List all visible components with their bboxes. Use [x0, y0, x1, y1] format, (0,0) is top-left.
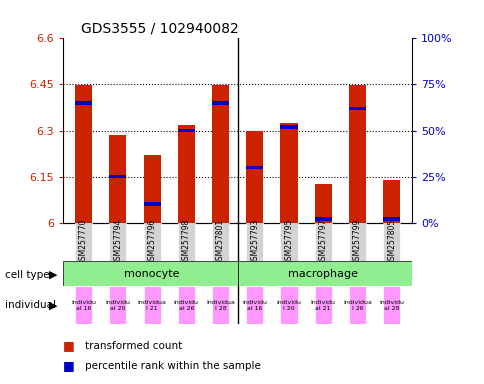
- Bar: [143, 202, 160, 206]
- FancyBboxPatch shape: [143, 286, 160, 324]
- Text: individua
l 28: individua l 28: [206, 300, 234, 311]
- FancyBboxPatch shape: [348, 286, 365, 324]
- Text: GDS3555 / 102940082: GDS3555 / 102940082: [80, 22, 238, 36]
- Bar: [246, 131, 263, 223]
- FancyBboxPatch shape: [109, 286, 126, 324]
- Text: cell type: cell type: [5, 270, 49, 280]
- Text: monocyte: monocyte: [124, 268, 180, 279]
- FancyBboxPatch shape: [314, 223, 331, 261]
- Text: GSM257805: GSM257805: [386, 219, 395, 265]
- FancyBboxPatch shape: [237, 261, 411, 286]
- Text: GSM257797: GSM257797: [318, 219, 327, 265]
- Text: individual: individual: [5, 300, 56, 310]
- Text: GSM257770: GSM257770: [79, 219, 88, 265]
- FancyBboxPatch shape: [382, 286, 399, 324]
- Bar: [143, 154, 160, 223]
- FancyBboxPatch shape: [212, 286, 228, 324]
- FancyBboxPatch shape: [382, 223, 399, 261]
- Bar: [177, 129, 195, 132]
- FancyBboxPatch shape: [246, 223, 263, 261]
- Bar: [382, 180, 399, 223]
- Text: individu
l 20: individu l 20: [276, 300, 301, 311]
- Text: ▶: ▶: [48, 300, 57, 310]
- Bar: [348, 107, 365, 110]
- Text: ■: ■: [63, 359, 75, 372]
- Text: individua
l 26: individua l 26: [342, 300, 371, 311]
- Bar: [314, 184, 331, 223]
- FancyBboxPatch shape: [314, 286, 331, 324]
- Text: GSM257794: GSM257794: [113, 219, 122, 265]
- Bar: [212, 85, 228, 223]
- Text: individu
al 16: individu al 16: [242, 300, 267, 311]
- FancyBboxPatch shape: [75, 286, 92, 324]
- Text: macrophage: macrophage: [287, 268, 358, 279]
- Bar: [246, 166, 263, 169]
- FancyBboxPatch shape: [280, 286, 297, 324]
- Text: transformed count: transformed count: [85, 341, 182, 351]
- Text: ▶: ▶: [48, 270, 57, 280]
- Text: GSM257798: GSM257798: [182, 219, 190, 265]
- Bar: [109, 135, 126, 223]
- Bar: [280, 125, 297, 129]
- Text: GSM257799: GSM257799: [352, 219, 361, 265]
- Bar: [382, 217, 399, 221]
- Text: GSM257796: GSM257796: [147, 219, 156, 265]
- FancyBboxPatch shape: [177, 286, 195, 324]
- Text: GSM257795: GSM257795: [284, 219, 293, 265]
- Text: individu
al 28: individu al 28: [378, 300, 403, 311]
- FancyBboxPatch shape: [280, 223, 297, 261]
- Text: individu
al 26: individu al 26: [173, 300, 198, 311]
- Text: GSM257801: GSM257801: [215, 219, 225, 265]
- FancyBboxPatch shape: [143, 223, 160, 261]
- FancyBboxPatch shape: [75, 223, 92, 261]
- Bar: [212, 101, 228, 105]
- FancyBboxPatch shape: [246, 286, 263, 324]
- FancyBboxPatch shape: [63, 261, 237, 286]
- Text: ■: ■: [63, 339, 75, 353]
- Text: GSM257793: GSM257793: [250, 219, 259, 265]
- FancyBboxPatch shape: [109, 223, 126, 261]
- FancyBboxPatch shape: [212, 223, 228, 261]
- Bar: [314, 217, 331, 221]
- Text: individu
al 21: individu al 21: [310, 300, 335, 311]
- Bar: [348, 85, 365, 223]
- Bar: [109, 175, 126, 179]
- Text: individua
l 21: individua l 21: [137, 300, 166, 311]
- Text: percentile rank within the sample: percentile rank within the sample: [85, 361, 260, 371]
- Bar: [177, 125, 195, 223]
- Bar: [280, 123, 297, 223]
- Text: individu
al 20: individu al 20: [105, 300, 130, 311]
- Text: individu
al 16: individu al 16: [71, 300, 96, 311]
- Bar: [75, 85, 92, 223]
- FancyBboxPatch shape: [177, 223, 195, 261]
- FancyBboxPatch shape: [348, 223, 365, 261]
- Bar: [75, 101, 92, 105]
